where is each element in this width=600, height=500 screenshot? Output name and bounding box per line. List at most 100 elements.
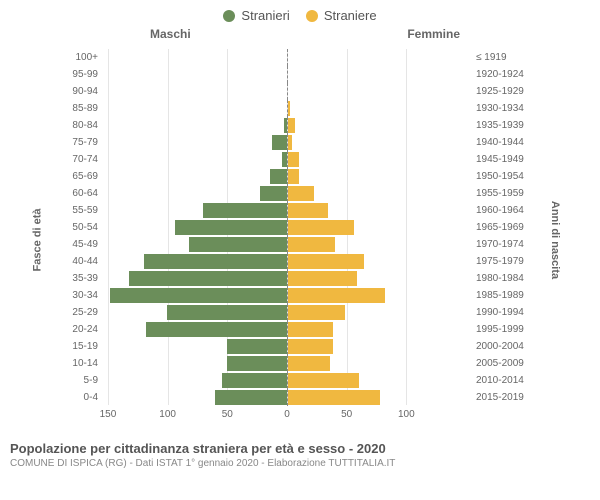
age-label: 0-4 — [62, 392, 102, 403]
bar-area — [102, 219, 472, 236]
half-male — [102, 253, 288, 270]
footer-subtitle: COMUNE DI ISPICA (RG) - Dati ISTAT 1° ge… — [10, 458, 590, 469]
bar-male — [284, 118, 286, 133]
age-label: 10-14 — [62, 358, 102, 369]
half-female — [288, 117, 473, 134]
panel-titles: Maschi Femmine — [0, 27, 600, 45]
half-male — [102, 270, 288, 287]
x-tick-label: 0 — [284, 409, 290, 420]
birth-year-label: 1940-1944 — [472, 137, 528, 148]
half-male — [102, 117, 288, 134]
bar-area — [102, 338, 472, 355]
half-male — [102, 372, 288, 389]
half-male — [102, 134, 288, 151]
pyramid-row: 0-42015-2019 — [62, 389, 528, 406]
age-label: 60-64 — [62, 188, 102, 199]
pyramid-row: 80-841935-1939 — [62, 117, 528, 134]
bar-area — [102, 151, 472, 168]
bar-area — [102, 372, 472, 389]
pyramid-row: 35-39 1980-1984 — [62, 270, 528, 287]
bar-male — [175, 220, 287, 235]
bar-area — [102, 49, 472, 66]
bar-area — [102, 389, 472, 406]
x-tick-label: 100 — [398, 409, 415, 420]
pyramid-row: 70-741945-1949 — [62, 151, 528, 168]
half-female — [288, 270, 473, 287]
half-male — [102, 355, 288, 372]
birth-year-label: 1980-1984 — [472, 273, 528, 284]
pyramid-row: 55-59 1960-1964 — [62, 202, 528, 219]
bar-male — [129, 271, 286, 286]
half-male — [102, 185, 288, 202]
half-female — [288, 185, 473, 202]
x-tick-label: 150 — [100, 409, 117, 420]
pyramid-row: 10-142005-2009 — [62, 355, 528, 372]
x-tick-label: 100 — [159, 409, 176, 420]
half-female — [288, 287, 473, 304]
birth-year-label: 1985-1989 — [472, 290, 528, 301]
age-label: 35-39 — [62, 273, 102, 284]
half-female — [288, 355, 473, 372]
legend: Stranieri Straniere — [0, 0, 600, 27]
bar-male — [189, 237, 287, 252]
bar-area — [102, 253, 472, 270]
pyramid-row: 45-491970-1974 — [62, 236, 528, 253]
age-label: 5-9 — [62, 375, 102, 386]
bar-male — [146, 322, 286, 337]
bar-area — [102, 66, 472, 83]
bar-female — [288, 152, 300, 167]
bar-male — [110, 288, 286, 303]
birth-year-label: 1950-1954 — [472, 171, 528, 182]
half-female — [288, 168, 473, 185]
bar-male — [270, 169, 287, 184]
half-male — [102, 287, 288, 304]
age-label: 75-79 — [62, 137, 102, 148]
x-axis: 15010050050100 — [102, 409, 472, 425]
pyramid-row: 30-34 1985-1989 — [62, 287, 528, 304]
birth-year-label: 1930-1934 — [472, 103, 528, 114]
bar-male — [227, 356, 287, 371]
x-tick-label: 50 — [222, 409, 233, 420]
bar-female — [288, 305, 345, 320]
half-female — [288, 202, 473, 219]
bar-female — [288, 254, 364, 269]
half-male — [102, 304, 288, 321]
bar-female — [288, 390, 381, 405]
pyramid-row: 25-291990-1994 — [62, 304, 528, 321]
bar-male — [282, 152, 287, 167]
pyramid-row: 15-192000-2004 — [62, 338, 528, 355]
bar-female — [288, 237, 336, 252]
birth-year-label: 1975-1979 — [472, 256, 528, 267]
bar-male — [203, 203, 286, 218]
bar-male — [222, 373, 286, 388]
half-male — [102, 151, 288, 168]
age-label: 30-34 — [62, 290, 102, 301]
half-male — [102, 100, 288, 117]
bar-female — [288, 203, 328, 218]
pyramid-row: 75-79 1940-1944 — [62, 134, 528, 151]
panel-title-female: Femmine — [407, 27, 460, 41]
age-label: 50-54 — [62, 222, 102, 233]
birth-year-label: 1965-1969 — [472, 222, 528, 233]
bar-female — [288, 118, 295, 133]
y-axis-left-label: Fasce di età — [31, 209, 43, 272]
age-label: 55-59 — [62, 205, 102, 216]
bar-female — [288, 339, 333, 354]
bar-area — [102, 304, 472, 321]
bar-female — [288, 373, 359, 388]
plot-area: 100+≤ 191995-991920-192490-941925-192985… — [62, 49, 528, 405]
half-female — [288, 219, 473, 236]
pyramid-row: 90-941925-1929 — [62, 83, 528, 100]
bar-male — [215, 390, 286, 405]
bar-female — [288, 135, 293, 150]
y-axis-right-label: Anni di nascita — [549, 201, 561, 279]
bar-area — [102, 100, 472, 117]
half-female — [288, 49, 473, 66]
half-female — [288, 236, 473, 253]
legend-item-male: Stranieri — [223, 8, 289, 23]
birth-year-label: 1960-1964 — [472, 205, 528, 216]
age-label: 85-89 — [62, 103, 102, 114]
half-female — [288, 372, 473, 389]
footer-title: Popolazione per cittadinanza straniera p… — [10, 441, 590, 456]
half-male — [102, 49, 288, 66]
